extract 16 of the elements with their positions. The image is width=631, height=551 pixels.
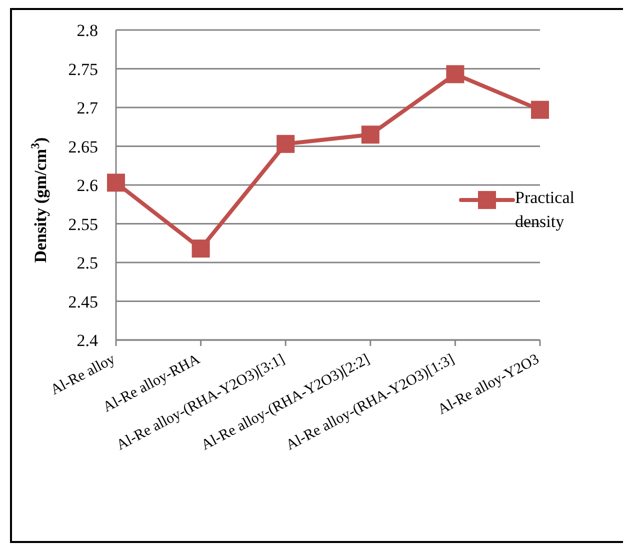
y-tick-label: 2.5	[76, 254, 98, 273]
y-tick-label: 2.8	[76, 21, 98, 40]
point	[361, 126, 380, 144]
y-tick-label: 2.45	[68, 292, 98, 312]
point	[531, 100, 549, 119]
point	[192, 240, 210, 258]
point	[107, 174, 125, 192]
y-tick-label: 2.75	[68, 60, 98, 79]
y-tick-label: 2.55	[68, 214, 98, 234]
y-tick-label: 2.6	[76, 176, 98, 196]
point	[446, 65, 464, 84]
y-tick-label: 2.4	[76, 331, 98, 350]
y-tick-label: 2.7	[76, 98, 98, 118]
y-tick-label: 2.65	[68, 137, 98, 156]
point	[276, 134, 295, 153]
legend-label: Practical density	[515, 187, 576, 233]
